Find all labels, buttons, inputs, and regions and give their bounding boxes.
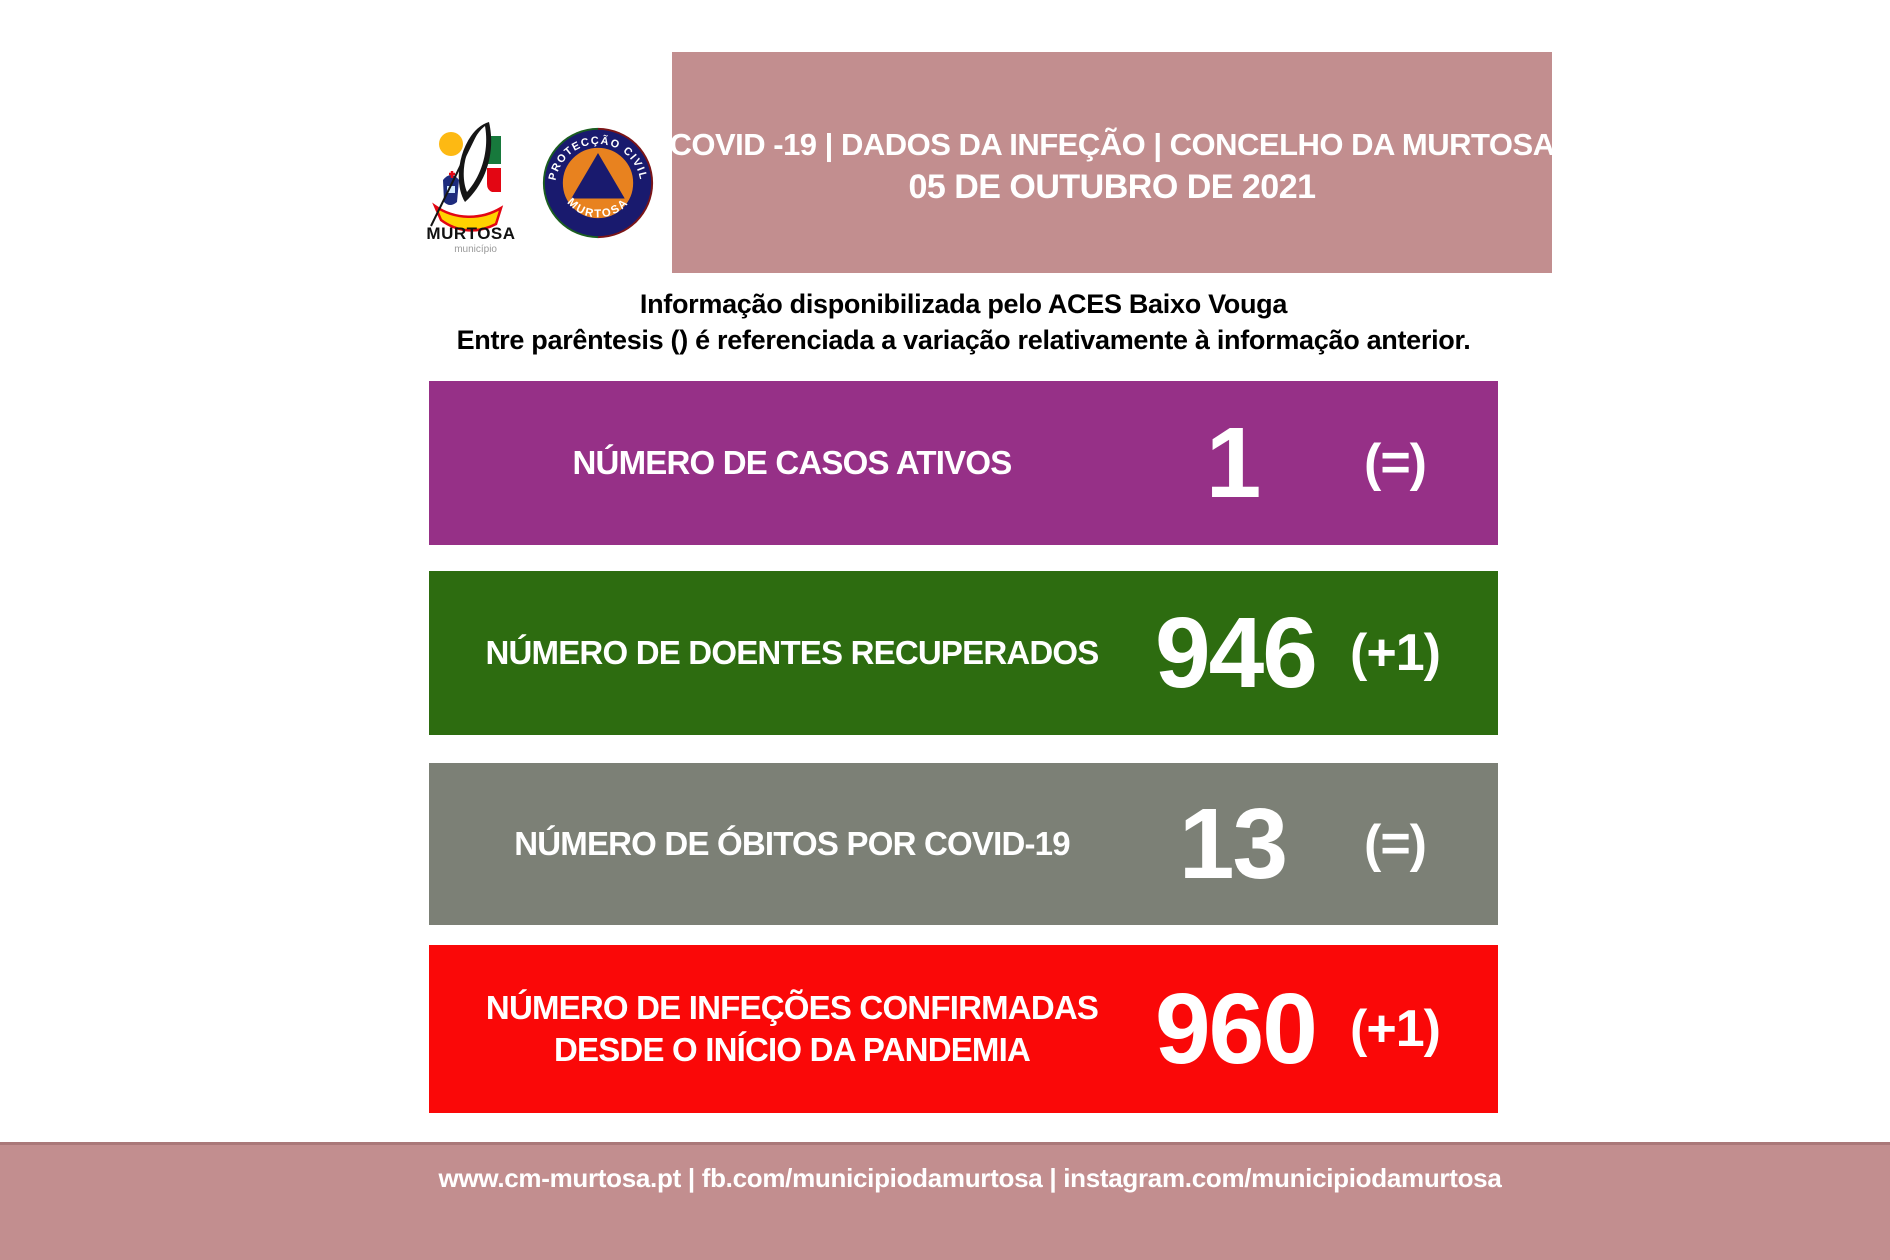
footer-band: www.cm-murtosa.pt | fb.com/municipiodamu… xyxy=(0,1142,1890,1260)
stat-value: 1 xyxy=(1205,406,1262,519)
stat-label-line2: DESDE O INÍCIO DA PANDEMIA xyxy=(553,1031,1031,1068)
murtosa-municipio-logo: MURTOSA município xyxy=(425,122,517,256)
header-date: 05 DE OUTUBRO DE 2021 xyxy=(908,168,1316,206)
stat-bar-active-cases: NÚMERO DE CASOS ATIVOS 1 (=) xyxy=(429,381,1498,545)
stat-label: NÚMERO DE ÓBITOS POR COVID-19 xyxy=(514,825,1070,862)
stat-variation: (=) xyxy=(1364,815,1427,873)
stat-bar-confirmed-total: NÚMERO DE INFEÇÕES CONFIRMADAS DESDE O I… xyxy=(429,945,1498,1113)
header-title: COVID -19 | DADOS DA INFEÇÃO | CONCELHO … xyxy=(669,127,1555,162)
footer-links-text: www.cm-murtosa.pt | fb.com/municipiodamu… xyxy=(438,1163,1502,1193)
protecao-civil-icon: PROTECÇÃO CIVIL MURTOSA xyxy=(542,127,654,239)
stat-label: NÚMERO DE DOENTES RECUPERADOS xyxy=(485,634,1099,671)
intro-line-2: Entre parêntesis () é referenciada a var… xyxy=(456,325,1471,355)
murtosa-logo-subtitle: município xyxy=(454,244,497,255)
stat-label-line1: NÚMERO DE INFEÇÕES CONFIRMADAS xyxy=(485,989,1099,1026)
stat-value: 13 xyxy=(1178,787,1288,900)
protecao-civil-logo: PROTECÇÃO CIVIL MURTOSA xyxy=(541,124,655,242)
stat-bar-recovered: NÚMERO DE DOENTES RECUPERADOS 946 (+1) xyxy=(429,571,1498,735)
stat-value: 960 xyxy=(1155,972,1318,1085)
stat-bar-deaths: NÚMERO DE ÓBITOS POR COVID-19 13 (=) xyxy=(429,763,1498,925)
intro-line-1: Informação disponibilizada pelo ACES Bai… xyxy=(639,289,1288,319)
stat-variation: (=) xyxy=(1364,434,1427,492)
stat-variation: (+1) xyxy=(1350,1000,1441,1058)
stat-label: NÚMERO DE CASOS ATIVOS xyxy=(572,444,1013,481)
murtosa-logo-name: MURTOSA xyxy=(426,224,515,243)
header-band: COVID -19 | DADOS DA INFEÇÃO | CONCELHO … xyxy=(669,52,1555,273)
stat-label: NÚMERO DE INFEÇÕES CONFIRMADAS DESDE O I… xyxy=(429,987,1155,1071)
intro-text: Informação disponibilizada pelo ACES Bai… xyxy=(429,286,1498,358)
stat-value: 946 xyxy=(1155,596,1318,709)
stat-variation: (+1) xyxy=(1350,624,1441,682)
murtosa-logo-icon: MURTOSA município xyxy=(426,122,515,255)
